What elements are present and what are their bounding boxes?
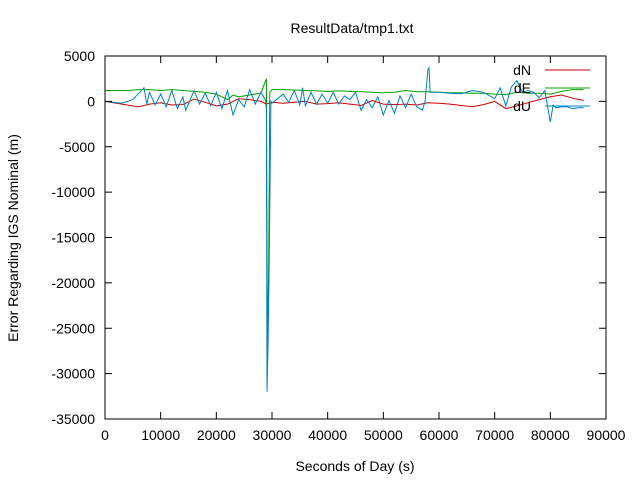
y-tick-label: -20000 bbox=[51, 275, 95, 291]
x-tick-label: 10000 bbox=[141, 427, 180, 443]
tick-layer: 0 10000 20000 30000 40000 50000 60000 70000 8000… bbox=[51, 48, 625, 443]
x-tick-label: 30000 bbox=[253, 427, 292, 443]
legend-label-dN: dN bbox=[513, 62, 531, 78]
x-tick-label: 70000 bbox=[475, 427, 514, 443]
chart-title: ResultData/tmp1.txt bbox=[291, 20, 414, 36]
x-tick-label: 90000 bbox=[587, 427, 626, 443]
y-tick-label: -5000 bbox=[59, 139, 95, 155]
series-line-dN bbox=[104, 94, 584, 110]
series-line-dU bbox=[104, 66, 584, 392]
y-tick-label: -35000 bbox=[51, 411, 95, 427]
x-tick-label: 0 bbox=[101, 427, 109, 443]
y-tick-label: 0 bbox=[87, 93, 95, 109]
legend-label-dU: dU bbox=[513, 98, 531, 114]
x-tick-label: 50000 bbox=[364, 427, 403, 443]
y-tick-label: -10000 bbox=[51, 184, 95, 200]
y-tick-label: -25000 bbox=[51, 320, 95, 336]
series-line-dE bbox=[105, 78, 584, 356]
x-tick-label: 40000 bbox=[308, 427, 347, 443]
legend-label-dE: dE bbox=[514, 80, 531, 96]
legend: dN dE dU bbox=[513, 62, 590, 114]
x-tick-label: 80000 bbox=[531, 427, 570, 443]
y-tick-label: 5000 bbox=[64, 48, 95, 64]
x-tick-label: 20000 bbox=[197, 427, 236, 443]
y-tick-label: -15000 bbox=[51, 230, 95, 246]
x-tick-label: 60000 bbox=[420, 427, 459, 443]
y-axis-title: Error Regarding IGS Nominal (m) bbox=[5, 134, 21, 342]
y-tick-label: -30000 bbox=[51, 366, 95, 382]
series-layer bbox=[104, 66, 584, 392]
x-axis-title: Seconds of Day (s) bbox=[295, 458, 414, 474]
